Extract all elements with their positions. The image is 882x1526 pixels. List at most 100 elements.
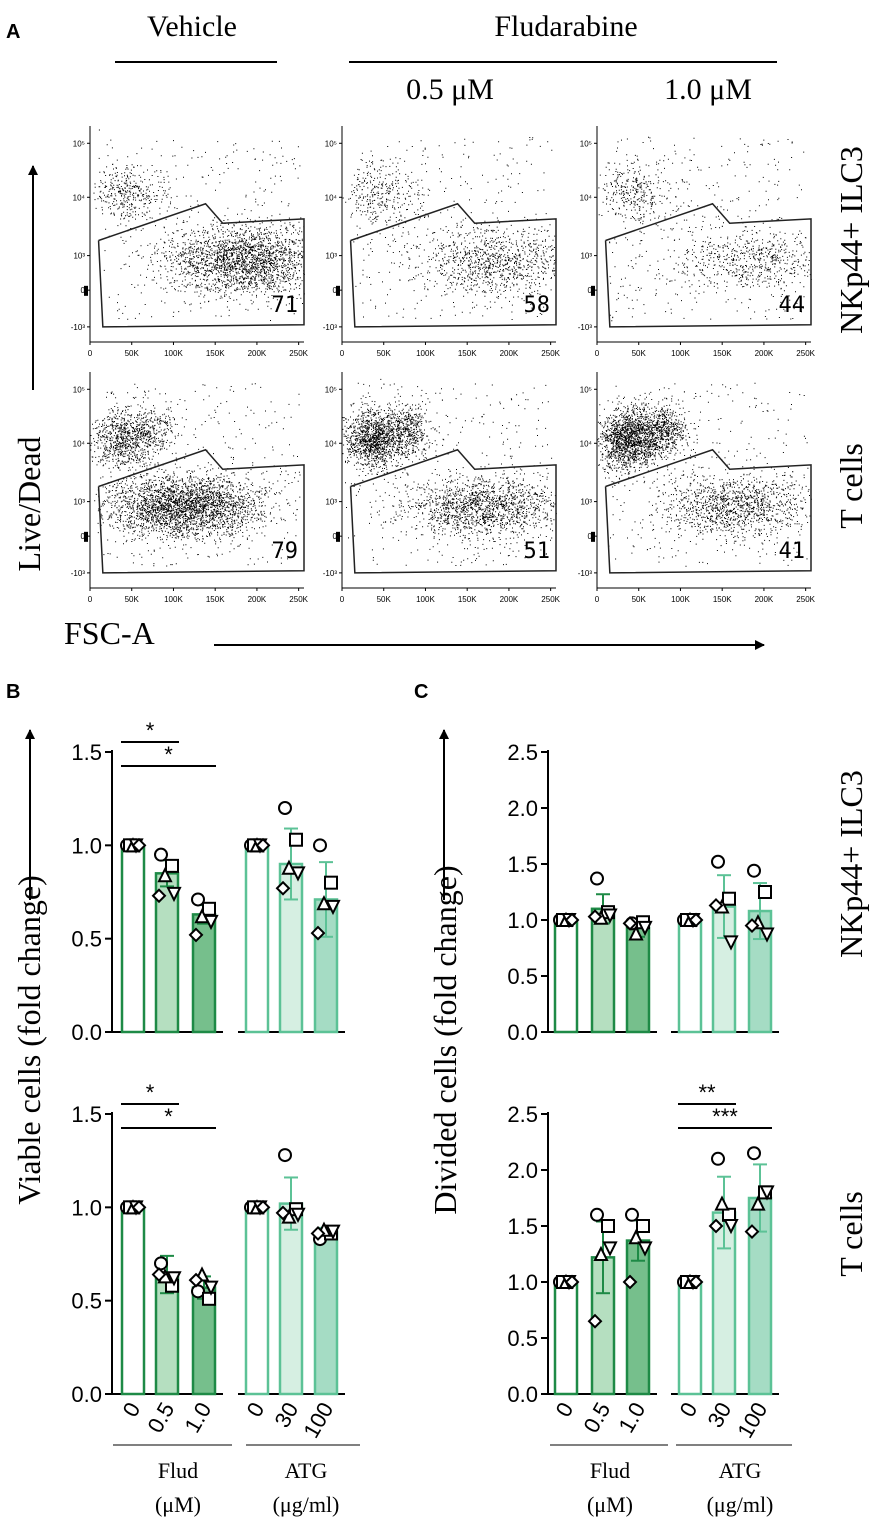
flow-x-tick-label: 250K	[541, 595, 560, 604]
b-flud-label: Flud	[158, 1458, 198, 1483]
flow-x-tick-label: 50K	[377, 595, 392, 604]
flow-x-tick-label: 250K	[796, 595, 815, 604]
flow-y-tick-label: 10⁴	[73, 193, 86, 202]
category-label: 100	[298, 1398, 338, 1442]
flow-y-tick-label: 10⁵	[580, 385, 592, 394]
significance-label: *	[164, 1104, 173, 1129]
gate-percent: 71	[272, 293, 299, 318]
flow-plot-r0-c2: 10⁵ 10⁴ 10³ 0 -10³ 0 50K 100K 150K 200K 250K 44	[578, 126, 816, 358]
bar-y-tick-label: 0.5	[507, 964, 538, 989]
data-point-diamond	[688, 1274, 704, 1290]
data-point-diamond	[275, 880, 291, 896]
flow-x-tick-label: 200K	[500, 349, 519, 358]
data-point-diamond	[188, 1272, 204, 1288]
data-point-circle	[590, 871, 604, 886]
viability-gate	[349, 202, 557, 328]
category-label: 30	[702, 1398, 736, 1432]
flow-x-tick-label: 0	[340, 595, 345, 604]
gate-percent: 44	[779, 293, 806, 318]
bar-y-tick-label: 2.5	[507, 740, 538, 765]
flow-axis-events	[84, 285, 88, 296]
flow-y-tick-label: 0	[588, 532, 593, 541]
data-point-diamond	[744, 918, 760, 934]
data-point-circle	[747, 1146, 761, 1161]
dose-label-1-0: 1.0 μM	[664, 73, 752, 106]
data-point-triangle	[628, 1228, 644, 1245]
flow-x-tick-label: 0	[88, 349, 93, 358]
significance-label: *	[164, 742, 173, 767]
data-point-inv-triangle	[723, 935, 739, 951]
flow-x-tick-label: 150K	[458, 349, 477, 358]
bar-y-tick-label: 0.0	[71, 1382, 102, 1407]
category-label: 0	[675, 1398, 703, 1421]
data-point-square	[289, 832, 303, 847]
bar	[677, 918, 703, 1034]
data-point-circle	[313, 838, 327, 853]
flow-y-tick-label: 0	[81, 286, 86, 295]
data-point-circle	[278, 801, 292, 815]
data-point-square	[758, 885, 772, 899]
bar-y-tick-label: 1.5	[507, 1214, 538, 1239]
data-point-inv-triangle	[637, 920, 653, 937]
bar-y-tick-label: 1.0	[71, 1195, 102, 1220]
data-point-circle	[625, 1207, 639, 1222]
data-point-diamond	[310, 1226, 326, 1241]
data-point-diamond	[622, 915, 638, 931]
flow-y-tick-label: 10⁴	[73, 439, 86, 448]
flow-x-tick-label: 100K	[416, 349, 435, 358]
flow-x-tick-label: 200K	[755, 595, 774, 604]
data-point-triangle	[593, 1245, 609, 1261]
flow-x-tick-label: 250K	[289, 595, 308, 604]
data-point-inv-triangle	[759, 927, 775, 943]
flow-x-tick-label: 100K	[416, 595, 435, 604]
bar-y-tick-label: 0.0	[507, 1020, 538, 1045]
flow-x-tick-label: 200K	[500, 595, 519, 604]
data-point-diamond	[688, 912, 704, 928]
vehicle-label: Vehicle	[147, 10, 237, 43]
significance-label: *	[146, 718, 155, 743]
flow-x-tick-label: 150K	[713, 595, 732, 604]
panel-label-a: A	[6, 21, 20, 43]
data-point-inv-triangle	[602, 1241, 618, 1257]
flow-x-tick-label: 150K	[206, 349, 225, 358]
flow-y-tick-label: 0	[588, 286, 593, 295]
bar-y-tick-label: 1.5	[71, 1102, 102, 1127]
data-point-diamond	[708, 1218, 724, 1234]
data-point-diamond	[564, 912, 580, 928]
flow-y-tick-label: 10⁴	[325, 439, 338, 448]
bar-y-tick-label: 1.5	[507, 852, 538, 877]
data-point-triangle	[714, 1195, 730, 1211]
flow-y-tick-label: -10³	[71, 323, 86, 332]
data-point-diamond	[275, 1205, 291, 1221]
data-point-square	[324, 875, 338, 890]
flow-y-tick-label: -10³	[71, 569, 86, 578]
bar-y-tick-label: 0.5	[71, 927, 102, 952]
flow-x-tick-label: 50K	[377, 349, 392, 358]
bar	[590, 907, 616, 1034]
flow-x-tick-label: 0	[595, 595, 600, 604]
data-point-inv-triangle	[325, 899, 341, 916]
panel-label-c: C	[414, 681, 428, 703]
data-point-square	[165, 858, 179, 873]
bar	[244, 844, 270, 1034]
data-point-circle	[154, 847, 168, 862]
flow-x-tick-label: 200K	[248, 595, 267, 604]
bar-y-tick-label: 0.0	[507, 1382, 538, 1407]
data-point-diamond	[131, 837, 147, 853]
flow-x-tick-label: 0	[340, 349, 345, 358]
flow-y-tick-label: 10⁵	[325, 139, 337, 148]
data-point-diamond	[587, 1313, 603, 1329]
c-atg-unit: (μg/ml)	[707, 1492, 774, 1517]
significance-label: *	[146, 1080, 155, 1105]
bar	[244, 1206, 270, 1396]
viability-gate	[604, 202, 812, 328]
flow-plot-r1-c0: 10⁵ 10⁴ 10³ 0 -10³ 0 50K 100K 150K 200K 250K 79	[71, 372, 309, 604]
data-point-square	[202, 901, 216, 916]
flow-plot-r1-c1: 10⁵ 10⁴ 10³ 0 -10³ 0 50K 100K 150K 200K 250K 51	[323, 372, 561, 604]
data-point-diamond	[744, 1224, 760, 1240]
flow-x-tick-label: 150K	[458, 595, 477, 604]
flow-axis-events	[84, 531, 88, 542]
data-point-circle	[154, 1256, 168, 1271]
category-label: 0	[118, 1398, 146, 1421]
